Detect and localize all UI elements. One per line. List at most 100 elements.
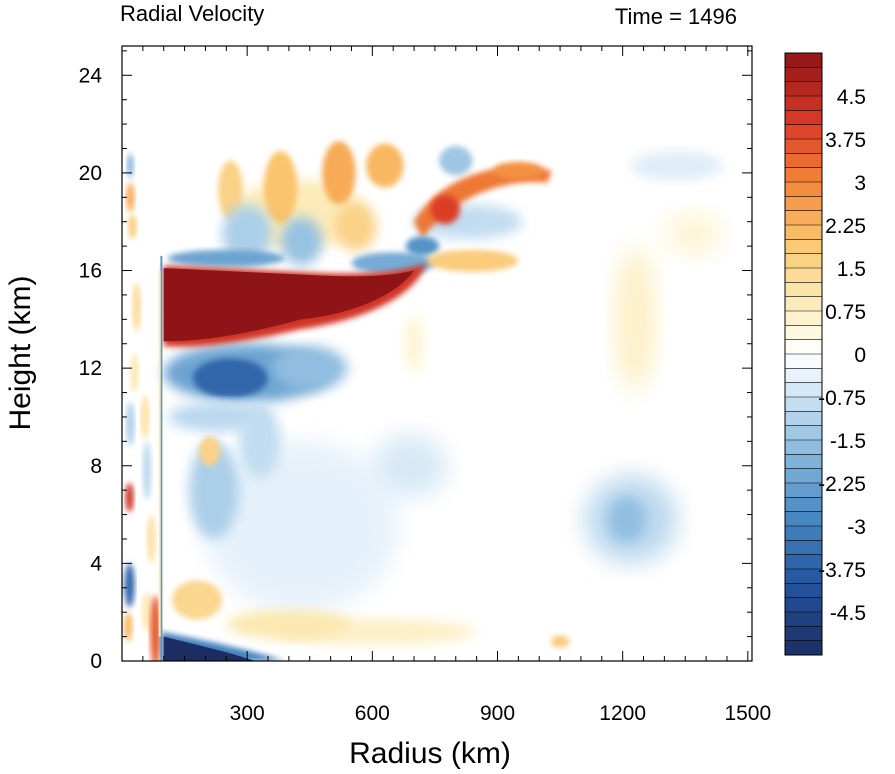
colorbar-box [785,440,822,455]
colorbar-box [785,96,822,111]
y-tick-label: 4 [90,552,102,575]
colorbar-box [785,339,822,355]
eye-column-blob [142,441,152,500]
upper-inflow-streak [280,216,323,266]
colorbar-frame [784,52,823,656]
colorbar-box [785,526,822,541]
y-tick-label: 16 [79,260,102,283]
chart-title-left: Radial Velocity [120,1,264,26]
eye-column-blob [128,214,137,239]
eye-column-blob [142,592,153,632]
colorbar-box [785,626,822,642]
colorbar-box [785,468,822,484]
chart-title-right: Time = 1496 [615,4,737,29]
colorbar-box [785,325,822,341]
colorbar-box [785,282,822,298]
upper-outflow-streak [366,143,404,188]
colorbar-box [785,511,822,527]
colorbar-box [785,454,822,470]
colorbar-box [785,640,822,656]
colorbar-box [785,81,822,97]
colorbar-label: 2.25 [825,215,866,238]
colorbar-box [785,110,822,126]
colorbar-box [785,497,822,513]
upper-outflow-streak [217,160,243,220]
colorbar: 4.5 3.75 3 2.25 1.5 0.75 0 -0.75 -1.5 -2.25 -3 -3.7… [784,52,866,656]
colorbar-box [785,210,822,226]
eye-column-blob [147,514,156,564]
outflow-jet-core [163,268,415,342]
colorbar-box [785,296,822,312]
x-axis-ticks: 300 600 900 1200 1500 [142,46,771,725]
mid-inflow-core [192,358,269,398]
weak-outflow-upper [664,211,723,256]
y-tick-label: 24 [79,64,103,87]
eye-column-blob [124,563,135,608]
eye-column-blob [140,394,150,439]
plot-frame [121,45,753,662]
colorbar-label: 0 [854,344,866,367]
colorbar-label: 3.75 [825,129,866,152]
colorbar-box [785,382,822,398]
colorbar-box [785,239,822,255]
eye-column-blob [126,182,135,212]
inflow-above-jet-core [405,236,440,256]
colorbar-label: -2.25 [818,473,866,496]
faint-inflow-top [631,150,723,181]
faint-inflow-mid [205,441,398,613]
faint-outflow-patch [403,314,425,374]
colorbar-box [785,124,822,140]
colorbar-box [785,196,822,212]
colorbar-box [785,483,822,498]
colorbar-box [785,253,822,269]
colorbar-box [785,368,822,384]
colorbar-box [785,397,822,412]
eye-column-blob [130,353,139,393]
y-tick-label: 20 [79,162,102,185]
eyewall-base-outflow [150,595,161,661]
colorbar-box [785,225,822,240]
colorbar-box [785,67,822,83]
upper-inflow-top [439,146,473,176]
colorbar-label: -4.5 [830,602,866,625]
eye-column-blob [124,612,133,642]
colorbar-label: -1.5 [830,430,866,453]
colorbar-box [785,182,822,197]
colorbar-box [785,583,822,599]
weak-inflow-core [608,497,646,542]
y-tick-label: 8 [90,455,102,478]
upper-outflow-streak [263,150,298,225]
y-tick-label: 0 [90,650,102,673]
eyewall-inflow-line [160,255,163,661]
x-tick-label: 300 [230,702,265,725]
x-axis-label: Radius (km) [349,737,511,770]
colorbar-box [785,411,822,427]
y-axis-ticks: 0 4 8 12 16 20 24 [79,50,752,673]
colorbar-box [785,167,822,183]
colorbar-box [785,597,822,613]
outflow-thin-band [426,249,519,272]
upper-outflow-arm-tip [493,161,544,180]
low-level-inflow-core [163,636,256,661]
x-tick-label: 600 [355,702,390,725]
upper-outflow-streak [322,141,356,205]
colorbar-label: 4.5 [837,86,866,109]
low-level-outflow-inner [226,609,352,640]
x-tick-label: 1200 [599,702,646,725]
eye-column-blob [132,282,141,332]
velocity-field [124,141,723,661]
colorbar-box [785,311,822,326]
lower-outflow-spot [199,436,221,466]
upper-inflow-streak [222,204,273,264]
eye-column-blob [125,482,134,513]
lower-inflow-streak [188,441,239,539]
colorbar-box [785,268,822,283]
colorbar-box [785,569,822,584]
weak-outflow-column [614,246,657,393]
eye-column-blob [126,402,135,447]
inflow-cap [167,249,285,267]
x-tick-label: 1500 [724,702,771,725]
colorbar-label: -0.75 [818,387,866,410]
colorbar-box [785,612,822,627]
